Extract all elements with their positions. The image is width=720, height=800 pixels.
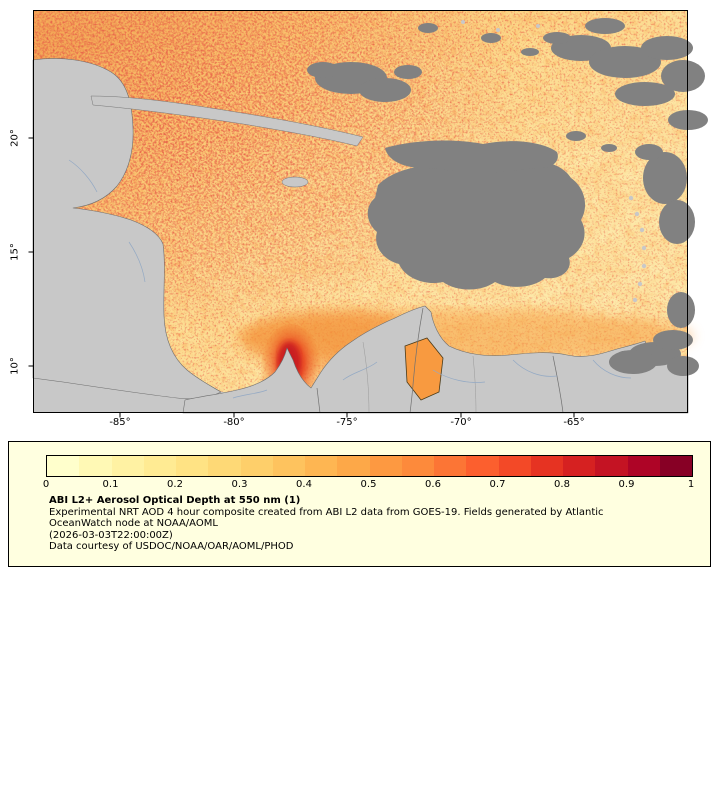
river-lines	[68, 159, 632, 399]
legend-description-line-2: OceanWatch node at NOAA/AOML	[49, 518, 218, 529]
colorbar-segment	[595, 456, 628, 476]
colorbar-segment	[143, 456, 176, 476]
colorbar-tick-label: 0.8	[554, 479, 570, 490]
map-frame	[33, 10, 688, 413]
island-jamaica	[281, 176, 309, 188]
x-axis-label: -70°	[450, 417, 472, 428]
colorbar-segment	[627, 456, 660, 476]
colorbar-segment	[337, 456, 370, 476]
colorbar-segment	[369, 456, 402, 476]
colorbar-tick-label: 0	[42, 479, 50, 490]
x-axis-label: -80°	[223, 417, 245, 428]
colorbar-tick-label: 0.9	[618, 479, 635, 490]
colorbar-segment	[208, 456, 241, 476]
legend-description-line-1: Experimental NRT AOD 4 hour composite cr…	[49, 506, 604, 518]
bahamas-islands	[461, 20, 540, 32]
colorbar-tick-label: 0.6	[425, 479, 441, 490]
colorbar-tick-label: 0.3	[231, 479, 248, 490]
colorbar-segment	[530, 456, 563, 476]
colorbar-segment	[272, 456, 305, 476]
colorbar-segment	[563, 456, 596, 476]
cloud-layer	[307, 18, 708, 376]
colorbar-ticks: 0 0.1 0.2 0.3 0.4 0.5 0.6 0.7 0.8 0.9 1	[42, 479, 695, 492]
colorbar-segment	[498, 456, 531, 476]
maracaibo-aod-patch	[404, 337, 444, 401]
legend-text-block: ABI L2+ Aerosol Optical Depth at 550 nm …	[49, 495, 604, 553]
colorbar-segment	[79, 456, 112, 476]
island-cuba	[90, 95, 364, 147]
legend-timestamp: (2026-03-03T22:00:00Z)	[49, 529, 173, 541]
lesser-antilles-islands	[628, 195, 647, 303]
colorbar-tick-label: 0.4	[296, 479, 312, 490]
colorbar-tick-label: 0.7	[489, 479, 506, 490]
colorbar-segment	[176, 456, 209, 476]
colorbar-tick-label: 0.5	[360, 479, 377, 490]
y-axis-label: 20°	[9, 129, 21, 147]
y-axis-label: 15°	[9, 243, 21, 261]
colorbar-segment	[240, 456, 273, 476]
x-axis-label: -65°	[563, 417, 585, 428]
colorbar-tick-label: 0.1	[102, 479, 119, 490]
colorbar-segment	[47, 456, 80, 476]
aod-map-figure	[28, 10, 708, 418]
colorbar-segment	[111, 456, 144, 476]
colorbar-segment	[659, 456, 692, 476]
colorbar-tick-label: 0.2	[167, 479, 183, 490]
colorbar-segment	[434, 456, 467, 476]
colorbar-segment	[305, 456, 338, 476]
map-canvas	[28, 10, 708, 418]
colorbar-tick-label: 1	[687, 479, 695, 490]
legend-courtesy: Data courtesy of USDOC/NOAA/OAR/AOML/PHO…	[49, 541, 294, 552]
legend-panel: 0 0.1 0.2 0.3 0.4 0.5 0.6 0.7 0.8 0.9 1 ABI L2+ Ae…	[8, 441, 711, 567]
colorbar	[46, 455, 693, 477]
x-axis-label: -75°	[336, 417, 358, 428]
legend-title: ABI L2+ Aerosol Optical Depth at 550 nm …	[49, 495, 301, 506]
colorbar-segment	[466, 456, 499, 476]
colorbar-segment	[401, 456, 434, 476]
y-axis-label: 10°	[9, 357, 21, 375]
x-axis-label: -85°	[109, 417, 131, 428]
axis-tick-marks	[28, 137, 575, 418]
